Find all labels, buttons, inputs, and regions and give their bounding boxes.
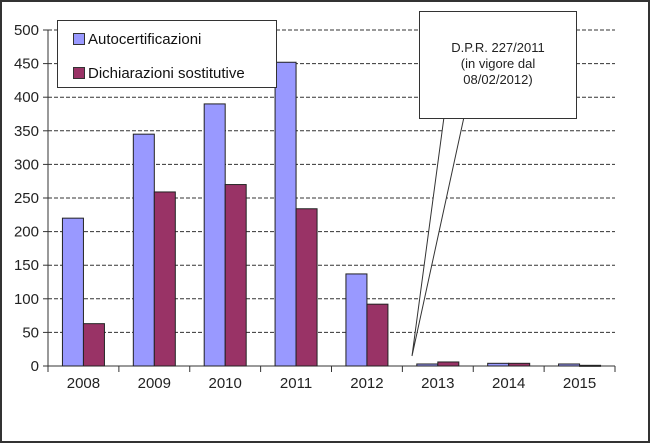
bar-dichiarazioni-2010 — [224, 184, 247, 367]
x-tick-label: 2009 — [138, 375, 171, 392]
y-tick-label: 100 — [14, 291, 39, 308]
y-tick-label: 150 — [14, 257, 39, 274]
y-tick-label: 0 — [31, 358, 39, 375]
bar-autocertificazioni-2014 — [487, 362, 510, 367]
bar-autocertificazioni-2011 — [274, 61, 297, 367]
y-tick-label: 300 — [14, 156, 39, 173]
y-tick-label: 350 — [14, 123, 39, 140]
y-tick-label: 450 — [14, 56, 39, 73]
bar-autocertificazioni-2012 — [345, 273, 368, 367]
x-tick-label: 2010 — [209, 375, 242, 392]
bar-dichiarazioni-2013 — [437, 361, 460, 367]
bar-autocertificazioni-2008 — [61, 217, 84, 367]
y-tick-label: 400 — [14, 89, 39, 106]
bar-autocertificazioni-2009 — [132, 133, 155, 367]
legend-label-autocertificazioni: Autocertificazioni — [88, 30, 202, 48]
x-tick-label: 2011 — [280, 375, 312, 392]
bar-autocertificazioni-2013 — [416, 363, 439, 367]
callout-annotation: D.P.R. 227/2011 (in vigore dal 08/02/201… — [419, 11, 577, 119]
x-tick-label: 2012 — [350, 375, 383, 392]
legend-swatch-autocertificazioni — [73, 33, 85, 45]
bar-dichiarazioni-2012 — [366, 303, 389, 367]
bar-dichiarazioni-2014 — [508, 362, 531, 367]
bar-dichiarazioni-2008 — [82, 323, 105, 367]
y-tick-label: 200 — [14, 224, 39, 241]
x-tick-label: 2015 — [563, 375, 596, 392]
bar-dichiarazioni-2009 — [153, 191, 176, 367]
bar-autocertificazioni-2010 — [203, 103, 226, 367]
x-tick-label: 2008 — [67, 375, 100, 392]
y-tick-label: 50 — [22, 324, 39, 341]
legend-label-dichiarazioni: Dichiarazioni sostitutive — [88, 64, 245, 82]
callout-line-2: (in vigore dal — [460, 56, 536, 71]
x-tick-label: 2014 — [492, 375, 525, 392]
callout-line-1: D.P.R. 227/2011 — [451, 40, 545, 55]
callout-line-3: 08/02/2012) — [463, 72, 533, 87]
x-tick-label: 2013 — [421, 375, 454, 392]
legend-item-autocertificazioni: Autocertificazioni — [73, 29, 201, 49]
y-tick-label: 250 — [14, 190, 39, 207]
bar-dichiarazioni-2015 — [579, 364, 602, 367]
legend-swatch-dichiarazioni — [73, 67, 85, 79]
y-tick-label: 500 — [14, 22, 39, 39]
bar-dichiarazioni-2011 — [295, 208, 318, 367]
legend-item-dichiarazioni: Dichiarazioni sostitutive — [73, 63, 245, 83]
callout-pointer — [411, 116, 465, 357]
legend: Autocertificazioni Dichiarazioni sostitu… — [57, 20, 277, 88]
bar-autocertificazioni-2015 — [558, 363, 581, 367]
